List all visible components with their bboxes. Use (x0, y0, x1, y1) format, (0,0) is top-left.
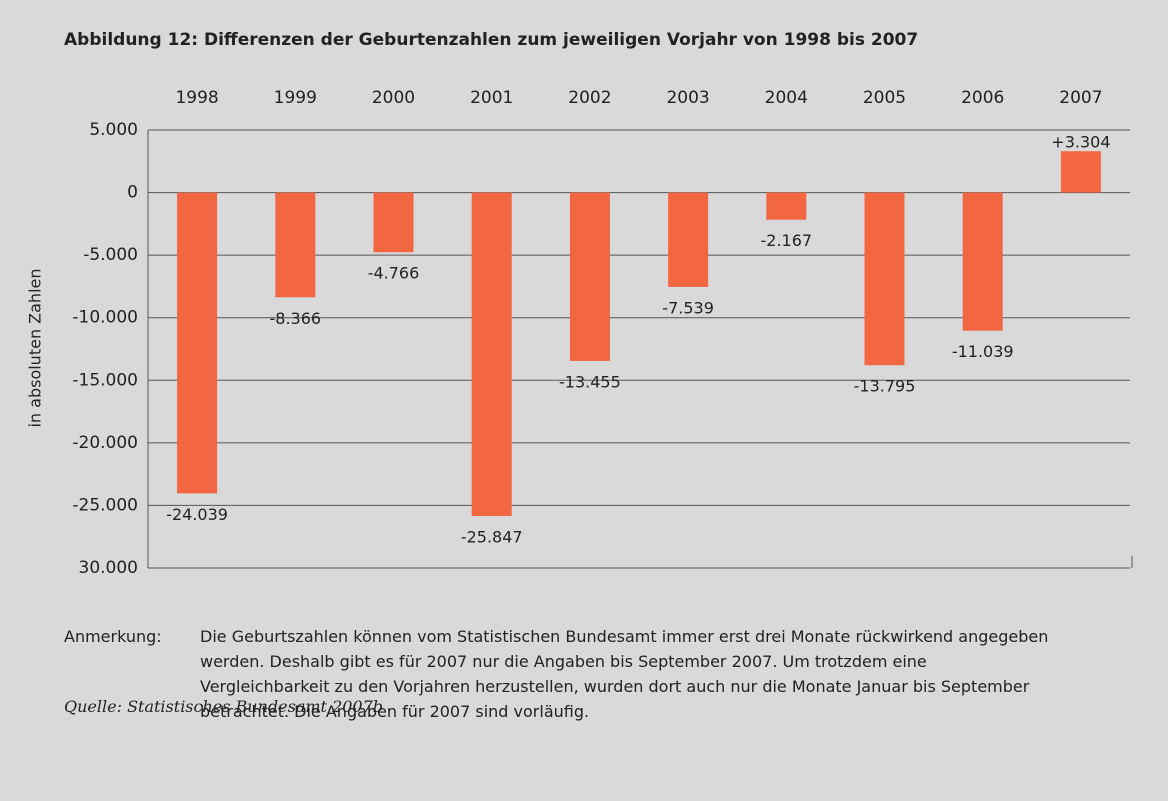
x-tick-label: 2004 (765, 88, 808, 108)
bar (1060, 151, 1101, 193)
bar (177, 192, 218, 494)
chart-title: Abbildung 12: Differenzen der Geburtenza… (64, 30, 918, 50)
value-label: -8.366 (270, 309, 322, 328)
x-tick-label: 2006 (961, 88, 1004, 108)
y-tick-label: -15.000 (72, 370, 138, 390)
x-tick-label: 2003 (666, 88, 709, 108)
value-label: -11.039 (952, 342, 1014, 361)
x-tick-label: 2007 (1059, 88, 1102, 108)
y-tick-label: -25.000 (72, 495, 138, 515)
note: Anmerkung: Die Geburtszahlen können vom … (64, 624, 1084, 724)
bar (373, 192, 414, 253)
y-tick-label: -20.000 (72, 433, 138, 453)
chart: Abbildung 12: Differenzen der Geburtenza… (26, 30, 1133, 578)
x-tick-label: 2002 (568, 88, 611, 108)
y-tick-label: -5.000 (83, 245, 138, 265)
value-label: +3.304 (1051, 133, 1110, 152)
value-label: -25.847 (461, 528, 523, 547)
y-tick-label: -10.000 (72, 308, 138, 328)
y-tick-label: 5.000 (89, 120, 138, 140)
bar (962, 192, 1003, 331)
value-label: -13.455 (559, 372, 621, 391)
bar (766, 192, 807, 220)
bar (471, 192, 512, 517)
y-axis-label: in absoluten Zahlen (26, 268, 45, 427)
bar (864, 192, 905, 366)
source: Quelle: Statistisches Bundesamt 2007b (64, 697, 384, 716)
bar (275, 192, 316, 298)
bar (569, 192, 610, 361)
value-label: -2.167 (761, 231, 813, 250)
y-tick-label: 30.000 (79, 558, 138, 578)
value-label: -7.539 (662, 298, 714, 317)
bar (668, 192, 709, 287)
note-label: Anmerkung: (64, 627, 162, 646)
x-tick-label: 1998 (175, 88, 218, 108)
y-tick-label: 0 (127, 183, 138, 203)
x-tick-label: 1999 (274, 88, 317, 108)
x-tick-label: 2001 (470, 88, 513, 108)
x-tick-label: 2000 (372, 88, 415, 108)
value-label: -13.795 (854, 377, 916, 396)
value-label: -4.766 (368, 264, 420, 283)
value-label: -24.039 (166, 505, 228, 524)
note-text: Die Geburtszahlen können vom Statistisch… (200, 627, 1049, 721)
x-tick-label: 2005 (863, 88, 906, 108)
